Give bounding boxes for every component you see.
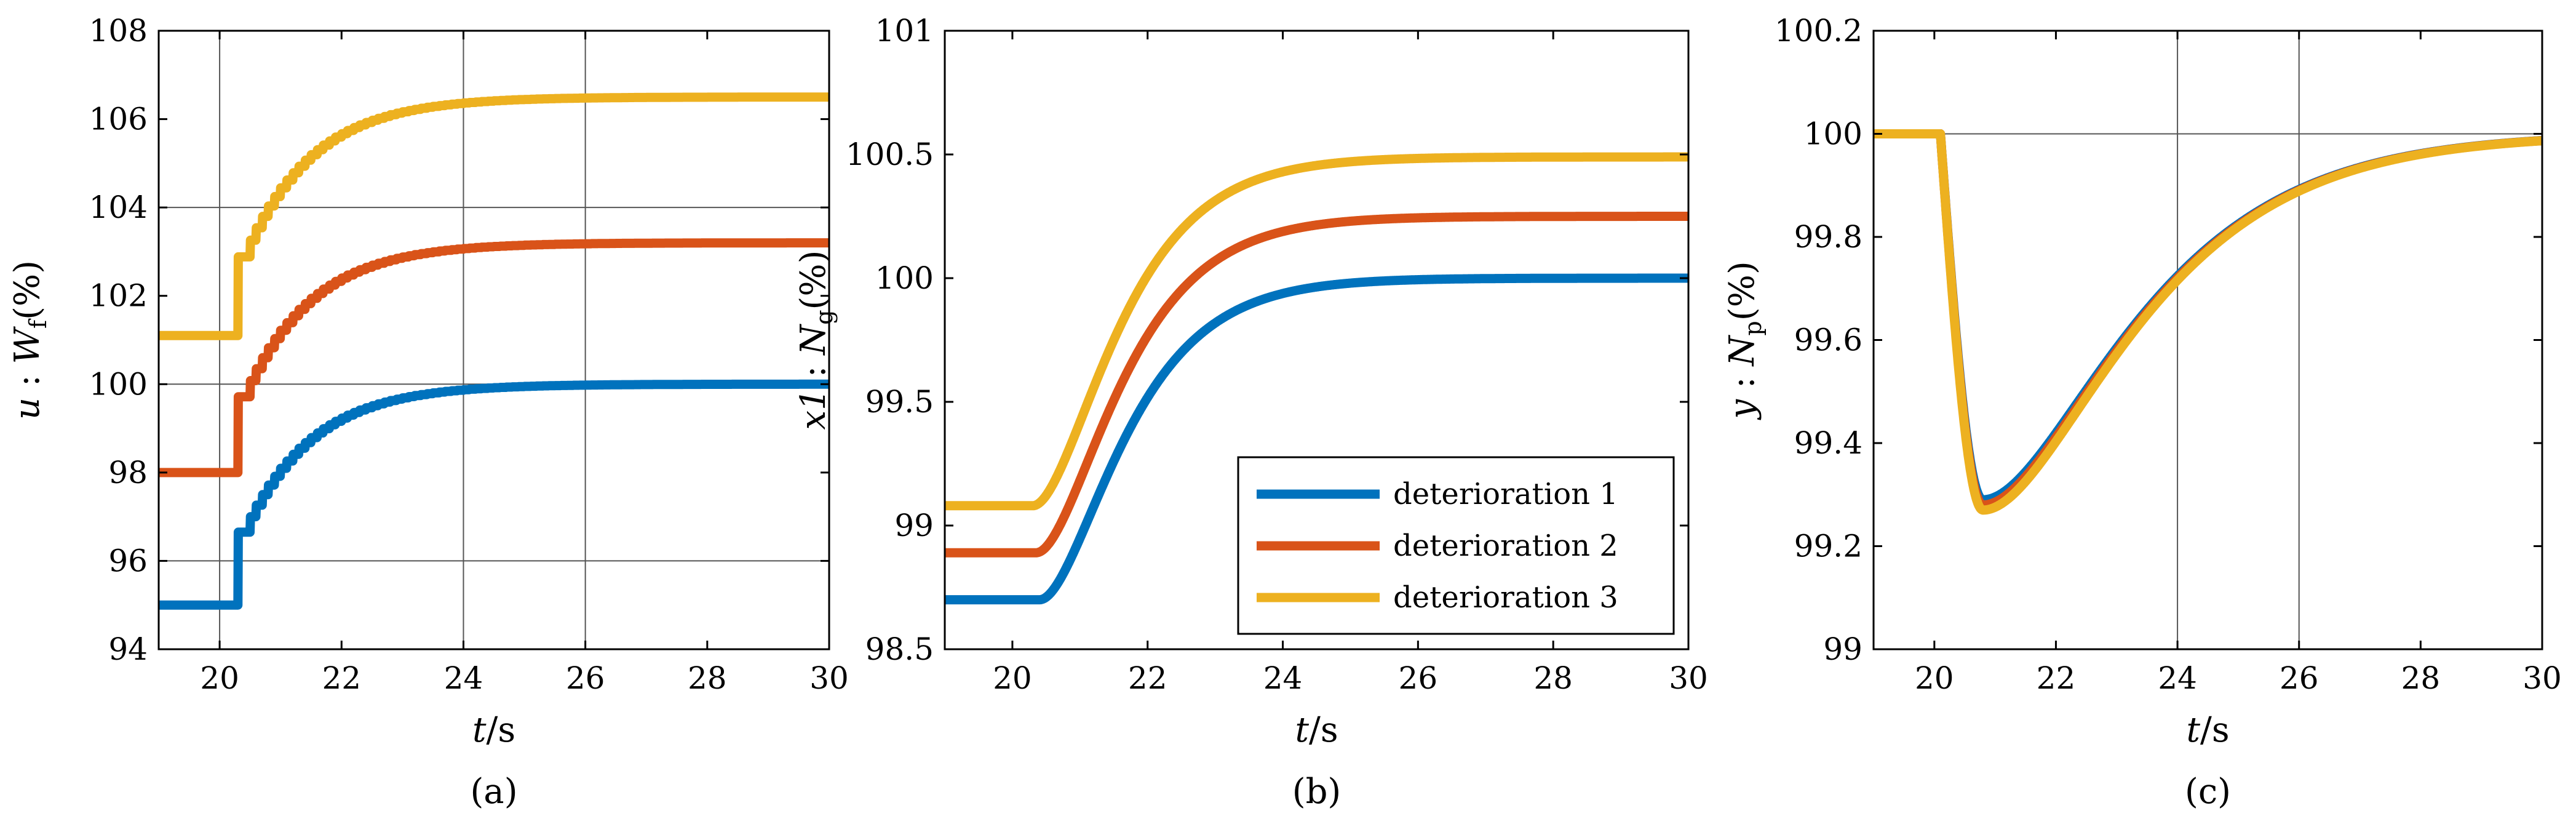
panel-caption: (a) — [470, 772, 517, 812]
x-tick-label: 22 — [2037, 660, 2076, 696]
y-axis-label: y : Np(%) — [1722, 261, 1767, 420]
x-tick-label: 20 — [1915, 660, 1954, 696]
legend: deterioration 1 deterioration 2 deteriorat… — [1237, 456, 1675, 635]
x-tick-label: 30 — [2522, 660, 2562, 696]
y-axis-label-var: u — [7, 398, 47, 420]
y-tick-label: 99.8 — [1794, 219, 1862, 255]
series-line-3 — [940, 152, 1693, 511]
x-tick-label: 26 — [2280, 660, 2319, 696]
y-tick-label: 108 — [89, 13, 148, 49]
series-line-3 — [154, 92, 833, 340]
series-line-2 — [940, 212, 1693, 558]
x-tick-label: 26 — [1399, 660, 1438, 696]
y-tick-label: 100.5 — [846, 137, 934, 172]
x-tick-label: 28 — [2401, 660, 2441, 696]
series-line-1 — [940, 273, 1693, 605]
y-tick-label: 102 — [89, 278, 148, 314]
x-axis-label-unit: /s — [2200, 710, 2230, 750]
y-tick-label: 96 — [108, 543, 148, 578]
y-axis-label-unit: (%) — [1722, 261, 1762, 321]
y-axis-label-var: x1 — [793, 388, 833, 430]
y-axis-label-sym: W — [7, 326, 47, 364]
y-tick-label: 99 — [894, 508, 934, 543]
x-axis-label-unit: /s — [486, 710, 515, 750]
y-tick-label: 94 — [108, 631, 148, 667]
axes-frame — [157, 30, 830, 650]
plot-area — [159, 31, 829, 649]
y-tick-label: 104 — [89, 190, 148, 225]
x-axis-label: t/s — [2186, 710, 2229, 750]
y-tick-label: 100.2 — [1775, 13, 1862, 49]
x-tick-label: 30 — [809, 660, 849, 696]
plot-area — [1874, 31, 2542, 649]
x-axis-label: t/s — [1295, 710, 1338, 750]
panel-a: 20 22 24 26 28 30 94 96 98 100 102 104 106 108 t/s u : … — [7, 13, 849, 812]
y-axis-label-var: y — [1722, 399, 1762, 421]
y-tick-label: 99.2 — [1794, 529, 1862, 564]
y-tick-label: 99.4 — [1794, 425, 1862, 461]
y-axis-label-sep: : — [1722, 366, 1762, 399]
x-axis-label-var: t — [1295, 710, 1309, 750]
legend-label-1: deterioration 1 — [1393, 477, 1618, 511]
y-tick-label: 99.6 — [1794, 322, 1862, 358]
x-axis-label-unit: /s — [1309, 710, 1338, 750]
y-tick-label: 98.5 — [865, 631, 934, 667]
panel-c: 20 22 24 26 28 30 99 99.2 99.4 99.6 99.8 100 100.2 t/… — [1722, 13, 2562, 812]
x-tick-label: 22 — [322, 660, 361, 696]
panel-caption: (b) — [1292, 772, 1342, 812]
y-tick-label: 100 — [875, 260, 934, 296]
x-tick-label: 20 — [993, 660, 1032, 696]
axes-frame — [944, 30, 1690, 650]
x-tick-label: 26 — [566, 660, 605, 696]
y-axis-label-unit: (%) — [793, 250, 833, 310]
panel-b: 20 22 24 26 28 30 98.5 99 99.5 100 100.5 101 t/s x1 :… — [793, 13, 1708, 812]
x-axis-label: t/s — [472, 710, 515, 750]
x-axis-label-var: t — [472, 710, 487, 750]
x-tick-label: 28 — [1533, 660, 1573, 696]
y-axis-label-sep: : — [793, 355, 833, 388]
y-axis-label-sub: g — [811, 310, 838, 324]
y-tick-label: 99 — [1823, 631, 1862, 667]
y-tick-label: 101 — [875, 13, 934, 49]
y-axis-label-sym: N — [1722, 335, 1762, 367]
x-tick-label: 22 — [1128, 660, 1167, 696]
x-axis-label-var: t — [2186, 710, 2200, 750]
y-tick-label: 100 — [89, 366, 148, 402]
x-tick-label: 28 — [688, 660, 727, 696]
legend-label-2: deterioration 2 — [1393, 529, 1618, 563]
y-axis-label-unit: (%) — [7, 260, 47, 320]
x-tick-label: 30 — [1669, 660, 1708, 696]
y-axis-label-sub: f — [25, 318, 52, 329]
y-axis-label: x1 : Ng(%) — [793, 250, 838, 430]
x-tick-label: 24 — [444, 660, 483, 696]
panel-caption: (c) — [2185, 772, 2231, 812]
x-tick-label: 24 — [1263, 660, 1303, 696]
series-line-3 — [1869, 129, 2546, 515]
series-line-1 — [154, 379, 833, 610]
y-tick-label: 99.5 — [865, 384, 934, 420]
series-line-2 — [154, 238, 833, 478]
legend-label-3: deterioration 3 — [1393, 580, 1618, 615]
x-tick-label: 20 — [200, 660, 239, 696]
y-tick-label: 106 — [89, 102, 148, 137]
y-axis-label-sym: N — [793, 324, 833, 356]
y-axis-label-sub: p — [1739, 321, 1767, 335]
x-tick-label: 24 — [2158, 660, 2197, 696]
y-tick-label: 98 — [108, 455, 148, 490]
y-axis-label-sep: : — [7, 364, 47, 398]
y-tick-label: 100 — [1804, 116, 1862, 152]
y-axis-label: u : Wf(%) — [7, 260, 52, 420]
